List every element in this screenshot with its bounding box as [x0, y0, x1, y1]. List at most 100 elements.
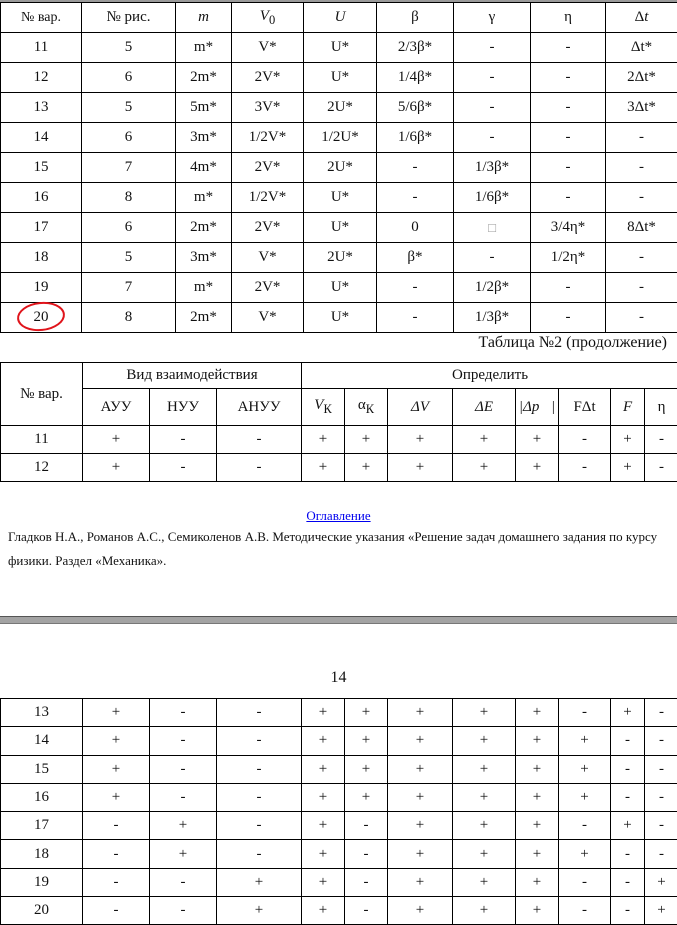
table-cell: - [217, 727, 302, 755]
table-cell: + [453, 840, 516, 868]
table-cell: + [453, 897, 516, 925]
table-cell: - [377, 183, 454, 213]
table-cell: - [606, 183, 677, 213]
toc-link-wrap: Оглавление [0, 508, 677, 524]
table-cell: - [377, 153, 454, 183]
header-v0: V0 [232, 3, 304, 33]
table-cell: + [516, 897, 559, 925]
table-cell: 1/6β* [377, 123, 454, 153]
table-cell: - [645, 727, 677, 755]
table-cell: - [377, 303, 454, 333]
table-cell: - [377, 273, 454, 303]
table-cell: - [611, 897, 645, 925]
table-cell: - [217, 426, 302, 454]
table-cell: - [645, 454, 677, 482]
header-determine: Определить [302, 363, 677, 389]
table-cell: - [611, 755, 645, 783]
f-label: F [623, 399, 632, 415]
table-cell: + [388, 454, 453, 482]
table-cell: + [83, 783, 150, 811]
table-cell: + [453, 699, 516, 727]
table-cell: U* [304, 33, 377, 63]
de-label: ΔE [475, 399, 493, 415]
table-cell: + [83, 727, 150, 755]
header-beta: β [377, 3, 454, 33]
table-cell: U* [304, 303, 377, 333]
table-cell: - [559, 426, 611, 454]
table-cell: - [217, 840, 302, 868]
table-cell: + [150, 840, 217, 868]
table-cell: + [453, 426, 516, 454]
table-cell: - [345, 840, 388, 868]
table-cell: - [217, 783, 302, 811]
table-cell: - [83, 840, 150, 868]
citation: Гладков Н.А., Романов А.С., Семиколенов … [8, 525, 668, 573]
table-cell: 4m* [176, 153, 232, 183]
header-figure: № рис. [82, 3, 176, 33]
table-cell: + [559, 727, 611, 755]
variant-number-cell: 15 [1, 755, 83, 783]
table-cell: + [302, 783, 345, 811]
table-cell: - [606, 303, 677, 333]
table-cell: 1/2U* [304, 123, 377, 153]
table-cell: + [453, 727, 516, 755]
table-cell: - [150, 755, 217, 783]
table-cell: 2m* [176, 303, 232, 333]
header-eta: η [531, 3, 606, 33]
table-cell: + [516, 755, 559, 783]
table-row: 18-+-+-++++-- [1, 840, 677, 868]
table-cell: - [611, 840, 645, 868]
dp-label: |Δp⃗| [519, 399, 555, 415]
table-cell: - [531, 183, 606, 213]
table-cell: - [531, 93, 606, 123]
group-header-row: № вар. Вид взаимодействия Определить [1, 363, 677, 389]
table-cell: + [388, 699, 453, 727]
table-cell: + [83, 755, 150, 783]
page-number: 14 [0, 669, 677, 687]
table-cell: - [217, 755, 302, 783]
table-cell: + [302, 868, 345, 896]
table-cell: 5 [82, 93, 176, 123]
table-cell: 6 [82, 63, 176, 93]
table-cell: 1/4β* [377, 63, 454, 93]
table-cell: + [388, 812, 453, 840]
table-cell: 2/3β* [377, 33, 454, 63]
table-row: 12+--+++++-+- [1, 454, 677, 482]
table-cell: - [454, 63, 531, 93]
table-cell: + [516, 812, 559, 840]
table-cell: + [559, 783, 611, 811]
table-cell: 6 [82, 213, 176, 243]
table-cell: - [559, 897, 611, 925]
table-cell: 2V* [232, 213, 304, 243]
table-cell: + [516, 426, 559, 454]
table-cell: 2U* [304, 243, 377, 273]
table-cell: - [217, 812, 302, 840]
table-cell: - [645, 426, 677, 454]
table-cell: + [611, 426, 645, 454]
header-eta: η [645, 389, 677, 426]
table-cell: - [531, 123, 606, 153]
header-interaction-type: Вид взаимодействия [83, 363, 302, 389]
table-cell: + [453, 812, 516, 840]
variant-number-cell: 19 [1, 273, 82, 303]
table-cell: + [217, 868, 302, 896]
variant-number-cell: 19 [1, 868, 83, 896]
header-gamma: γ [454, 3, 531, 33]
table-cell: - [345, 897, 388, 925]
table-cell: - [645, 699, 677, 727]
table-cell: + [559, 840, 611, 868]
toc-link[interactable]: Оглавление [306, 508, 370, 523]
table-cell: + [345, 727, 388, 755]
header-dv: ΔV [388, 389, 453, 426]
header-auu: АУУ [83, 389, 150, 426]
table-cell: 1/2V* [232, 183, 304, 213]
table-cell: - [150, 897, 217, 925]
table-cell: V* [232, 33, 304, 63]
table-cell: V* [232, 243, 304, 273]
table-row: 13+--+++++-+- [1, 699, 677, 727]
header-mass: m [176, 3, 232, 33]
table-cell: - [611, 727, 645, 755]
table-cell: + [83, 699, 150, 727]
